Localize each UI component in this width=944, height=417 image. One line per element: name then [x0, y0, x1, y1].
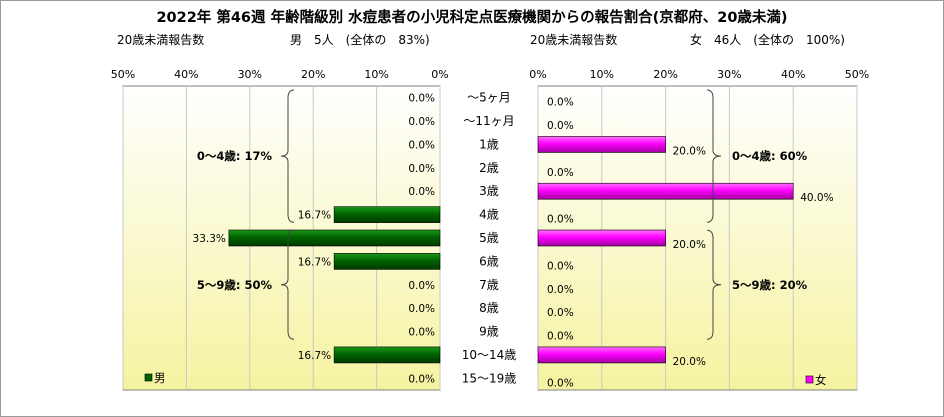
male-value-label: 0.0% — [408, 163, 435, 175]
male-value-label: 0.0% — [408, 93, 435, 105]
female-tick-label: 10% — [590, 68, 614, 81]
male-group-brace — [280, 89, 295, 223]
female-value-label: 20.0% — [673, 356, 706, 368]
category-label: 8歳 — [479, 301, 499, 315]
category-label: ～11ヶ月 — [463, 114, 514, 128]
male-tick-label: 30% — [238, 68, 262, 81]
male-tick-label: 50% — [111, 68, 135, 81]
female-tick-label: 0% — [529, 68, 546, 81]
male-value-label: 33.3% — [193, 233, 226, 245]
female-value-label: 0.0% — [547, 167, 574, 179]
category-label: 7歳 — [479, 278, 499, 292]
female-value-label: 0.0% — [547, 331, 574, 343]
male-tick-label: 20% — [301, 68, 325, 81]
female-value-label: 0.0% — [547, 120, 574, 132]
male-value-label: 0.0% — [408, 327, 435, 339]
female-group-brace — [706, 229, 722, 340]
female-total-label: 女 46人 (全体の 100%) — [690, 33, 845, 47]
female-value-label: 0.0% — [547, 97, 574, 109]
female-bar — [537, 346, 666, 364]
female-legend-swatch — [805, 375, 814, 384]
chart-title: 2022年 第46週 年齢階級別 水痘患者の小児科定点医療機関からの報告割合(京… — [156, 10, 788, 26]
male-value-label: 16.7% — [298, 210, 331, 222]
female-group-label: 0～4歳: 60% — [732, 149, 808, 163]
male-tick-label: 10% — [364, 68, 388, 81]
male-value-label: 0.0% — [408, 373, 435, 385]
male-value-label: 0.0% — [408, 186, 435, 198]
male-count-label: 20歳未満報告数 — [117, 33, 205, 47]
male-tick-label: 0% — [431, 68, 448, 81]
category-label: 1歳 — [479, 137, 499, 151]
female-bar — [537, 136, 666, 153]
male-value-label: 0.0% — [408, 280, 435, 292]
male-tick-label: 40% — [174, 68, 198, 81]
category-label: 2歳 — [479, 161, 499, 175]
male-bar — [333, 346, 441, 364]
female-bar — [537, 182, 794, 200]
female-tick-label: 40% — [781, 68, 805, 81]
male-value-label: 16.7% — [298, 256, 331, 268]
female-tick-label: 20% — [653, 68, 677, 81]
male-legend-label: 男 — [154, 371, 166, 385]
female-value-label: 0.0% — [547, 307, 574, 319]
female-value-label: 20.0% — [673, 145, 706, 157]
male-value-label: 0.0% — [408, 139, 435, 151]
female-group-brace — [706, 89, 722, 223]
female-value-label: 20.0% — [673, 239, 706, 251]
category-label: 15～19歳 — [462, 371, 517, 385]
female-value-label: 0.0% — [547, 260, 574, 272]
male-value-label: 16.7% — [298, 350, 331, 362]
female-count-label: 20歳未満報告数 — [530, 33, 618, 47]
female-group-label: 5～9歳: 20% — [732, 278, 808, 292]
category-label: 4歳 — [479, 208, 499, 222]
male-bar — [228, 229, 441, 247]
male-group-brace — [280, 229, 295, 340]
category-label: 3歳 — [479, 184, 499, 198]
female-value-label: 0.0% — [547, 377, 574, 389]
female-value-label: 0.0% — [547, 284, 574, 296]
male-total-label: 男 5人 (全体の 83%) — [290, 33, 430, 47]
male-bar — [333, 253, 441, 270]
category-label: 10～14歳 — [462, 348, 517, 362]
category-label: 5歳 — [479, 231, 499, 245]
female-value-label: 0.0% — [547, 214, 574, 226]
male-group-label: 0～4歳: 17% — [197, 149, 273, 163]
female-tick-label: 50% — [845, 68, 869, 81]
male-value-label: 0.0% — [408, 303, 435, 315]
female-bar — [537, 229, 666, 247]
category-label: 6歳 — [479, 254, 499, 268]
category-label: 9歳 — [479, 325, 499, 339]
male-legend-swatch — [144, 373, 153, 382]
female-value-label: 40.0% — [800, 192, 833, 204]
male-value-label: 0.0% — [408, 116, 435, 128]
category-label: ～5ヶ月 — [467, 91, 511, 105]
male-bar — [333, 206, 441, 223]
female-tick-label: 30% — [717, 68, 741, 81]
female-legend-label: 女 — [815, 373, 827, 387]
male-group-label: 5～9歳: 50% — [197, 278, 273, 292]
